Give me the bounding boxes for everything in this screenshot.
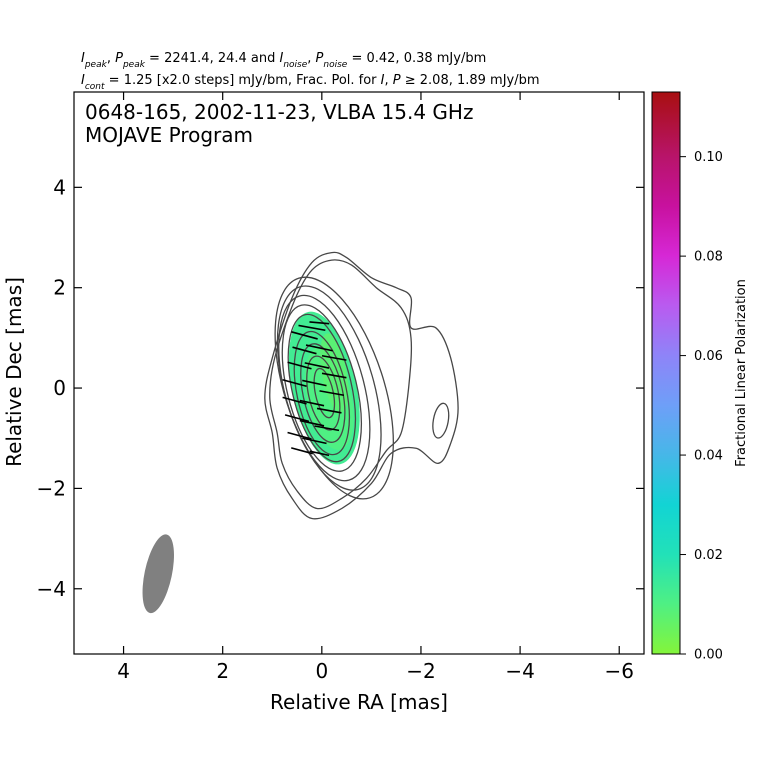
evpa-vector-12 [282, 396, 307, 405]
colorbar-tick-label: 0.00 [694, 648, 723, 663]
x-tick-label: −2 [406, 659, 435, 683]
evpa-vector-5 [321, 354, 347, 361]
y-axis-label: Relative Dec [mas] [2, 277, 26, 467]
plot-content [142, 251, 459, 614]
colorbar-label: Fractional Linear Polarization [734, 279, 749, 467]
contour-level-9 [300, 343, 346, 443]
evpa-vector-15 [284, 414, 310, 423]
plot-frame [73, 91, 645, 655]
x-tick-label: 2 [216, 659, 229, 683]
header-line2: Icont = 1.25 [x2.0 steps] mJy/bm, Frac. … [81, 73, 540, 92]
x-tick-label: −4 [505, 659, 534, 683]
contour-level-7 [287, 313, 357, 463]
contour-level-10 [306, 355, 341, 431]
contour-layer [264, 251, 459, 520]
y-tick-label: −4 [37, 577, 66, 601]
evpa-vector-21 [309, 450, 330, 457]
contour-island [432, 402, 450, 439]
contour-level-6 [281, 304, 362, 472]
colorbar-tick-label: 0.04 [694, 449, 723, 464]
chart-title: 0648-165, 2002-11-23, VLBA 15.4 GHz [85, 100, 473, 124]
x-tick-label: 4 [117, 659, 130, 683]
y-tick-label: −2 [37, 476, 66, 500]
evpa-vector-8 [321, 372, 347, 379]
evpa-vector-3 [292, 346, 317, 355]
evpa-vector-19 [302, 437, 327, 445]
beam-ellipse [142, 534, 174, 614]
evpa-vector-7 [304, 362, 330, 369]
x-tick-label: −6 [604, 659, 633, 683]
evpa-vector-20 [291, 447, 313, 455]
colorbar [651, 91, 681, 655]
evpa-vector-16 [299, 419, 325, 427]
evpa-vector-18 [287, 431, 312, 440]
colorbar-ticks: 0.00 0.02 0.04 0.06 0.08 0.10 [680, 150, 723, 663]
contour-level-8 [293, 330, 351, 456]
colorbar-tick-label: 0.10 [694, 150, 723, 165]
evpa-vector-1 [291, 331, 318, 340]
evpa-vector-17 [314, 425, 340, 432]
evpa-vector-6 [287, 361, 312, 370]
contour-level-11 [313, 367, 336, 419]
y-tick-label: 2 [53, 276, 66, 300]
y-tick-label: 0 [53, 376, 66, 400]
beam-layer [142, 534, 174, 614]
evpa-vector-13 [299, 399, 325, 407]
x-axis-label: Relative RA [mas] [270, 690, 448, 714]
evpa-vector-4 [305, 344, 333, 352]
header-line1: Ipeak, Ppeak = 2241.4, 24.4 and Inoise, … [81, 51, 486, 70]
chart-subtitle: MOJAVE Program [85, 123, 253, 147]
colorbar-tick-label: 0.02 [694, 548, 723, 563]
x-tick-label: 0 [315, 659, 328, 683]
evpa-vector-11 [319, 390, 345, 397]
evpa-vector-14 [316, 407, 342, 414]
evpa-vector-0 [298, 324, 326, 332]
colorbar-tick-label: 0.08 [694, 250, 723, 265]
axis-ticks: 4 2 0 −2 −4 −6 4 2 0 −2 −4 [37, 92, 644, 683]
evpa-vector-2 [309, 321, 330, 325]
evpa-vector-9 [282, 379, 307, 388]
y-tick-label: 4 [53, 175, 66, 199]
evpa-vector-10 [302, 379, 327, 387]
contour-second [269, 259, 413, 510]
colorbar-tick-label: 0.06 [694, 349, 723, 364]
evpa-vector-layer [282, 321, 347, 457]
